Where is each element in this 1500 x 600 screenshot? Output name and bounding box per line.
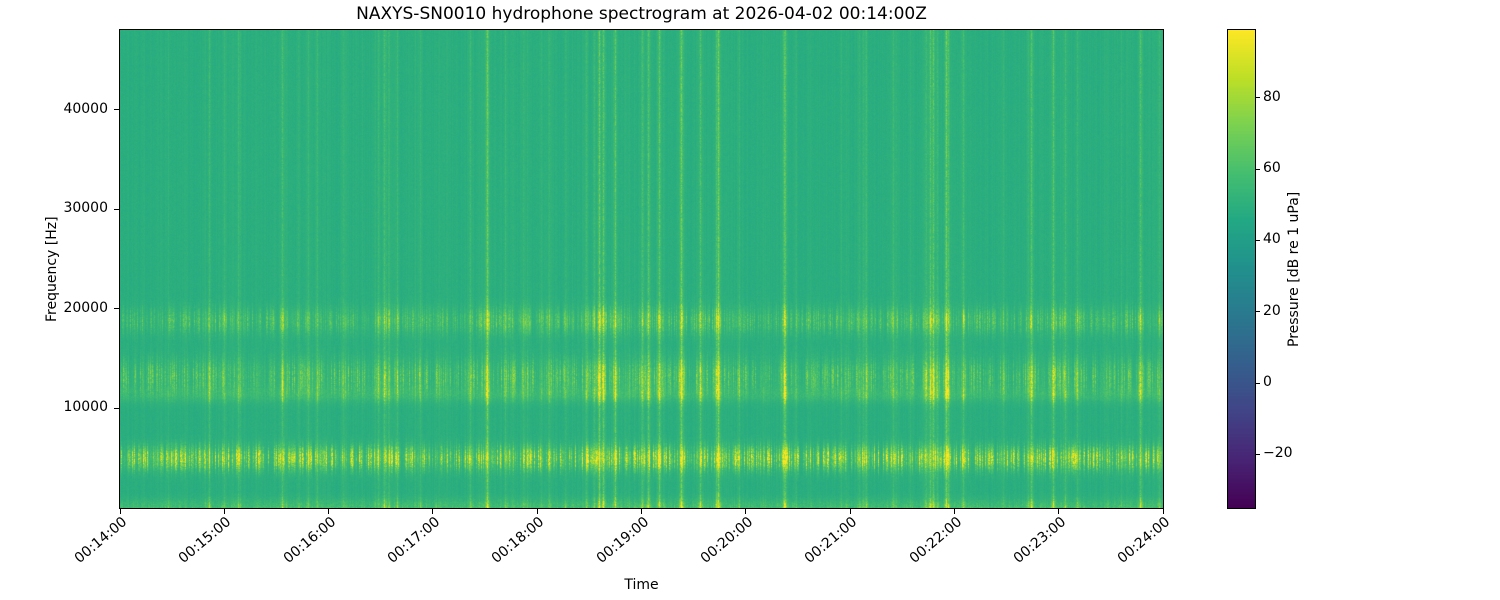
x-tick-mark — [641, 509, 642, 514]
x-tick-label-text: 00:20:00 — [697, 514, 757, 567]
x-tick-label-text: 00:15:00 — [176, 514, 235, 567]
x-tick-mark — [432, 509, 434, 514]
y-tick-mark — [114, 308, 119, 310]
x-tick-mark — [1162, 509, 1164, 514]
x-tick-mark — [328, 509, 330, 514]
colorbar-tick-label: −20 — [1263, 445, 1293, 462]
y-tick-label: 10000 — [63, 399, 108, 416]
x-tick-label-text: 00:17:00 — [384, 514, 444, 567]
x-tick-mark — [536, 509, 538, 514]
colorbar-tick-mark — [1256, 311, 1260, 313]
y-tick-mark — [114, 208, 119, 210]
y-tick-mark — [114, 109, 119, 111]
x-tick-mark — [849, 509, 851, 514]
colorbar-tick-mark — [1256, 382, 1260, 384]
x-tick-label-text: 00:24:00 — [1114, 514, 1174, 567]
spectrogram-heatmap — [119, 29, 1164, 509]
y-tick-mark — [114, 407, 119, 409]
y-tick-label: 40000 — [63, 100, 108, 117]
x-axis-label: Time — [624, 577, 659, 593]
x-tick-label-text: 00:18:00 — [489, 514, 548, 567]
y-tick-label: 20000 — [63, 299, 108, 316]
x-tick-mark — [953, 509, 955, 514]
x-tick-mark — [1058, 509, 1060, 514]
x-tick-mark — [223, 509, 225, 514]
x-tick-label-text: 00:23:00 — [1010, 514, 1069, 567]
colorbar-label: Pressure [dB re 1 uPa] — [1286, 191, 1302, 347]
colorbar-tick-label: 0 — [1263, 374, 1272, 391]
colorbar-tick-mark — [1256, 97, 1260, 99]
colorbar-gradient — [1227, 29, 1256, 509]
x-tick-label-text: 00:21:00 — [801, 514, 861, 567]
x-tick-mark — [745, 509, 747, 514]
y-tick-label: 30000 — [63, 200, 108, 217]
colorbar-tick-mark — [1256, 168, 1260, 170]
x-tick-label-text: 00:14:00 — [71, 514, 131, 567]
chart-title: NAXYS-SN0010 hydrophone spectrogram at 2… — [356, 4, 927, 24]
colorbar-tick-label: 80 — [1263, 88, 1281, 105]
x-tick-mark — [119, 509, 121, 514]
x-tick-label-text: 00:22:00 — [906, 514, 965, 567]
colorbar-tick-label: 20 — [1263, 302, 1281, 319]
x-tick-label-text: 00:16:00 — [280, 514, 339, 567]
x-tick-label-text: 00:19:00 — [593, 514, 652, 567]
colorbar-tick-mark — [1256, 239, 1260, 241]
colorbar-tick-label: 40 — [1263, 231, 1281, 248]
colorbar-tick-mark — [1256, 453, 1260, 455]
colorbar-tick-label: 60 — [1263, 160, 1281, 177]
